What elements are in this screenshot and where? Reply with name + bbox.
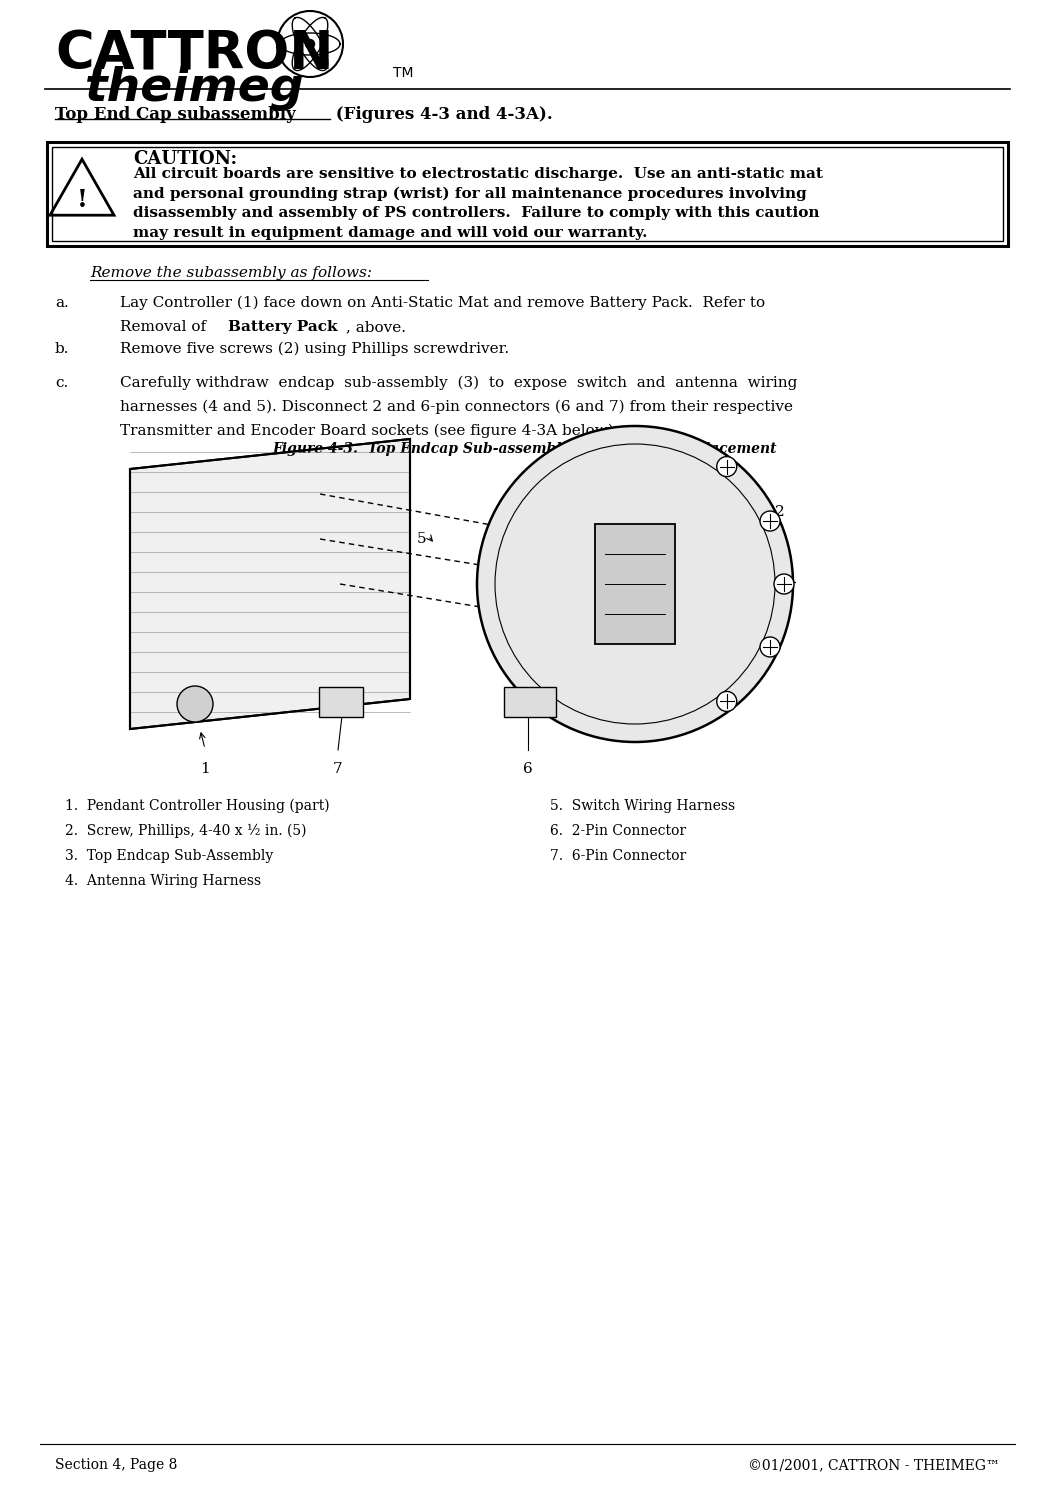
Text: All circuit boards are sensitive to electrostatic discharge.  Use an anti-static: All circuit boards are sensitive to elec… (133, 167, 822, 181)
Text: !: ! (77, 188, 87, 212)
FancyBboxPatch shape (595, 524, 675, 644)
Text: 3.  Top Endcap Sub-Assembly: 3. Top Endcap Sub-Assembly (65, 849, 273, 864)
Text: may result in equipment damage and will void our warranty.: may result in equipment damage and will … (133, 226, 647, 239)
Text: ©01/2001, CATTRON - THEIMEG™: ©01/2001, CATTRON - THEIMEG™ (748, 1458, 1000, 1472)
Text: 3: 3 (775, 575, 785, 589)
Text: a.: a. (55, 296, 69, 309)
Circle shape (305, 39, 315, 48)
Circle shape (716, 692, 736, 711)
Text: disassembly and assembly of PS controllers.  Failure to comply with this caution: disassembly and assembly of PS controlle… (133, 206, 819, 220)
Text: 1: 1 (200, 762, 210, 775)
Text: Remove the subassembly as follows:: Remove the subassembly as follows: (90, 266, 372, 279)
Circle shape (761, 511, 780, 530)
Circle shape (177, 686, 213, 722)
Text: Remove five screws (2) using Phillips screwdriver.: Remove five screws (2) using Phillips sc… (120, 342, 509, 357)
Text: Figure 4-3.  Top Endcap Sub-assembly, removal and replacement: Figure 4-3. Top Endcap Sub-assembly, rem… (273, 442, 776, 456)
Text: 1.  Pendant Controller Housing (part): 1. Pendant Controller Housing (part) (65, 799, 329, 813)
Text: Transmitter and Encoder Board sockets (see figure 4-3A below).: Transmitter and Encoder Board sockets (s… (120, 424, 619, 438)
Text: c.: c. (55, 376, 68, 390)
Text: , above.: , above. (346, 320, 406, 335)
Text: 7.  6-Pin Connector: 7. 6-Pin Connector (550, 849, 686, 864)
Text: 2.  Screw, Phillips, 4-40 x ½ in. (5): 2. Screw, Phillips, 4-40 x ½ in. (5) (65, 825, 306, 838)
Circle shape (774, 574, 794, 595)
Text: harnesses (4 and 5). Disconnect 2 and 6-pin connectors (6 and 7) from their resp: harnesses (4 and 5). Disconnect 2 and 6-… (120, 400, 793, 414)
Text: 4.  Antenna Wiring Harness: 4. Antenna Wiring Harness (65, 874, 261, 887)
Text: Removal of: Removal of (120, 320, 211, 335)
Text: 5: 5 (418, 532, 427, 545)
Text: 2: 2 (775, 505, 785, 518)
Text: theimeg: theimeg (85, 66, 304, 111)
Text: TM: TM (393, 66, 413, 81)
Text: (Figures 4-3 and 4-3A).: (Figures 4-3 and 4-3A). (330, 106, 553, 123)
Text: 6.  2-Pin Connector: 6. 2-Pin Connector (550, 825, 686, 838)
Text: 5.  Switch Wiring Harness: 5. Switch Wiring Harness (550, 799, 734, 813)
FancyBboxPatch shape (504, 687, 556, 717)
Text: Battery Pack: Battery Pack (228, 320, 338, 335)
Text: Carefully withdraw  endcap  sub-assembly  (3)  to  expose  switch  and  antenna : Carefully withdraw endcap sub-assembly (… (120, 376, 797, 390)
Text: Lay Controller (1) face down on Anti-Static Mat and remove Battery Pack.  Refer : Lay Controller (1) face down on Anti-Sta… (120, 296, 765, 311)
FancyBboxPatch shape (319, 687, 363, 717)
Text: 7: 7 (334, 762, 343, 775)
Text: and personal grounding strap (wrist) for all maintenance procedures involving: and personal grounding strap (wrist) for… (133, 187, 807, 200)
Text: CATTRON: CATTRON (55, 28, 334, 81)
Text: Top End Cap subassembly: Top End Cap subassembly (55, 106, 296, 123)
Text: 4: 4 (487, 624, 497, 638)
Text: CAUTION:: CAUTION: (133, 149, 237, 167)
Text: Section 4, Page 8: Section 4, Page 8 (55, 1458, 177, 1472)
Polygon shape (130, 439, 410, 729)
Text: 6: 6 (523, 762, 533, 775)
Circle shape (477, 426, 793, 743)
Circle shape (716, 457, 736, 477)
Text: b.: b. (55, 342, 69, 356)
Circle shape (761, 636, 780, 657)
